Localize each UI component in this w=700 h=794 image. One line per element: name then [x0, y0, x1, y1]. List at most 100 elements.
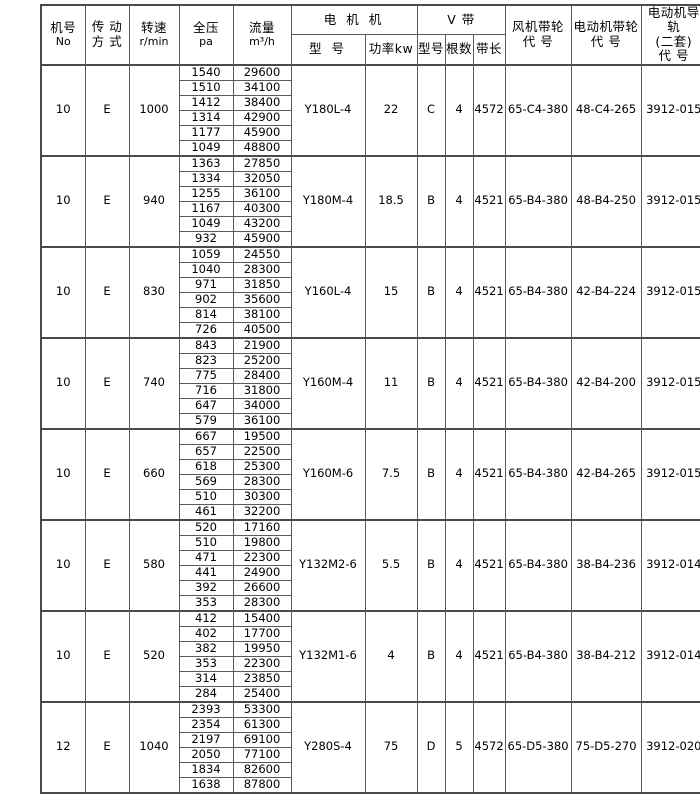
cell-total-pressure: 461 [178, 503, 234, 520]
cell-fan-pulley: 65-C4-380 [504, 63, 572, 156]
cell-flow: 28300 [232, 261, 292, 278]
table-row: 569 28300 [41, 473, 700, 490]
cell-belt-count: 4 [444, 63, 474, 156]
cell-flow: 26600 [232, 579, 292, 596]
table-header: 机号 No 传 动 方 式 转速 r/min 全压 pa 流量 m³/h [40, 4, 700, 66]
table-row: 353 22300 [41, 655, 700, 672]
cell-machine-no: 10 [40, 609, 86, 702]
cell-total-pressure: 353 [178, 594, 234, 611]
cell-flow: 19500 [232, 427, 292, 445]
cell-speed: 1040 [128, 700, 180, 793]
cell-flow: 61300 [232, 716, 292, 733]
cell-motor-model: Y280S-4 [290, 700, 366, 793]
cell-flow: 77100 [232, 746, 292, 763]
cell-flow: 42900 [232, 109, 292, 126]
cell-drive-type: E [84, 245, 130, 338]
table-row: 10 E 740 843 21900 Y160M-4 11 B 4 4521 65-B4-380 42… [40, 336, 700, 429]
header-motor-group: 电 机 机 [290, 4, 418, 36]
table-row: 823 25200 [41, 352, 700, 369]
table-row: 1314 42900 [41, 109, 700, 126]
cell-motor-model: Y132M1-6 [290, 609, 366, 702]
cell-motor-model: Y180L-4 [290, 63, 366, 156]
cell-total-pressure: 1638 [178, 776, 234, 793]
cell-motor-rail: 3912-015 [640, 427, 700, 520]
cell-belt-model: B [416, 336, 446, 429]
cell-total-pressure: 1167 [178, 200, 234, 217]
cell-speed: 580 [128, 518, 180, 611]
cell-fan-pulley: 65-B4-380 [504, 609, 572, 702]
cell-flow: 43200 [232, 215, 292, 232]
cell-total-pressure: 843 [178, 336, 234, 354]
cell-flow: 45900 [232, 124, 292, 141]
cell-speed: 660 [128, 427, 180, 520]
cell-flow: 21900 [232, 336, 292, 354]
cell-flow: 17700 [232, 625, 292, 642]
cell-motor-power: 18.5 [364, 154, 418, 247]
cell-flow: 32200 [232, 503, 292, 520]
table-row: 461 32200 [41, 503, 700, 520]
cell-total-pressure: 412 [178, 609, 234, 627]
cell-fan-pulley: 65-B4-380 [504, 245, 572, 338]
cell-flow: 40300 [232, 200, 292, 217]
cell-machine-no: 10 [40, 245, 86, 338]
cell-total-pressure: 441 [178, 564, 234, 581]
cell-belt-length: 4521 [472, 609, 506, 702]
cell-motor-pulley: 42-B4-224 [570, 245, 642, 338]
cell-total-pressure: 775 [178, 367, 234, 384]
cell-flow: 31800 [232, 382, 292, 399]
cell-total-pressure: 2354 [178, 716, 234, 733]
cell-total-pressure: 1510 [178, 79, 234, 96]
cell-belt-model: B [416, 154, 446, 247]
cell-drive-type: E [84, 700, 130, 793]
cell-motor-power: 5.5 [364, 518, 418, 611]
cell-flow: 38400 [232, 94, 292, 111]
table-row: 1177 45900 [41, 124, 700, 141]
cell-total-pressure: 657 [178, 443, 234, 460]
header-row-bottom: 型 号 功率kw 型号 根数 带长 [41, 34, 700, 66]
cell-belt-count: 4 [444, 609, 474, 702]
cell-flow: 24900 [232, 564, 292, 581]
cell-motor-rail: 3912-015 [640, 63, 700, 156]
cell-machine-no: 12 [40, 700, 86, 793]
cell-motor-rail: 3912-020 [640, 700, 700, 793]
cell-total-pressure: 392 [178, 579, 234, 596]
table-row: 353 28300 [41, 594, 700, 611]
cell-motor-pulley: 38-B4-212 [570, 609, 642, 702]
header-motor-pulley: 电动机带轮 代 号 [570, 4, 642, 65]
cell-total-pressure: 1040 [178, 261, 234, 278]
table-row: 726 40500 [41, 321, 700, 338]
cell-motor-pulley: 42-B4-200 [570, 336, 642, 429]
table-row: 657 22500 [41, 443, 700, 460]
cell-motor-rail: 3912-015 [640, 154, 700, 247]
cell-total-pressure: 2393 [178, 700, 234, 718]
cell-flow: 25400 [232, 685, 292, 702]
cell-motor-pulley: 48-B4-250 [570, 154, 642, 247]
cell-motor-rail: 3912-015 [640, 245, 700, 338]
header-total-pressure: 全压 pa [178, 4, 234, 65]
cell-total-pressure: 520 [178, 518, 234, 536]
table-row: 284 25400 [41, 685, 700, 702]
cell-flow: 38100 [232, 306, 292, 323]
cell-flow: 17160 [232, 518, 292, 536]
cell-machine-no: 10 [40, 518, 86, 611]
table-row: 441 24900 [41, 564, 700, 581]
table-row: 510 30300 [41, 488, 700, 505]
cell-belt-count: 4 [444, 245, 474, 338]
header-belt-count: 根数 [444, 34, 474, 66]
cell-speed: 940 [128, 154, 180, 247]
cell-flow: 29600 [232, 63, 292, 81]
header-belt-model: 型号 [416, 34, 446, 66]
cell-total-pressure: 471 [178, 549, 234, 566]
cell-total-pressure: 1049 [178, 139, 234, 156]
cell-machine-no: 10 [40, 154, 86, 247]
cell-motor-model: Y160L-4 [290, 245, 366, 338]
cell-total-pressure: 647 [178, 397, 234, 414]
header-machine-no: 机号 No [40, 4, 86, 65]
cell-flow: 69100 [232, 731, 292, 748]
cell-total-pressure: 1255 [178, 185, 234, 202]
table-row: 716 31800 [41, 382, 700, 399]
cell-speed: 1000 [128, 63, 180, 156]
table-row: 10 E 940 1363 27850 Y180M-4 18.5 B 4 4521 65-B4-38… [40, 154, 700, 247]
cell-total-pressure: 314 [178, 670, 234, 687]
cell-total-pressure: 1314 [178, 109, 234, 126]
